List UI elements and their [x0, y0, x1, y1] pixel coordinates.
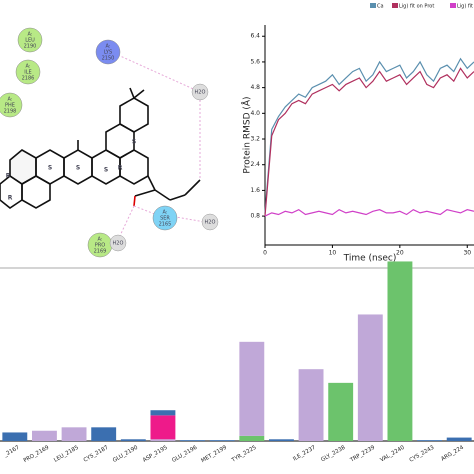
- y-tick-label: 3.2: [250, 136, 260, 143]
- residue-label: 2150: [102, 56, 115, 62]
- stereo-label: S: [104, 167, 108, 174]
- x-tick-label: ILE_2237: [292, 445, 317, 463]
- stereo-label: R: [8, 195, 13, 202]
- stereo-label: S: [48, 165, 52, 172]
- bar-segment: [2, 432, 28, 441]
- bar-segment: [387, 261, 413, 441]
- bar-segment: [31, 430, 57, 441]
- bar-segment: [209, 440, 235, 441]
- bar-segment: [239, 341, 265, 436]
- residue-label: A:: [105, 44, 110, 50]
- water-node: [109, 234, 127, 252]
- residue-label: 2190: [24, 44, 37, 50]
- x-tick-label: 10: [329, 250, 337, 257]
- x-tick-label: CYS_2187: [83, 445, 110, 464]
- bar-segment: [61, 427, 87, 441]
- series-line: [264, 57, 474, 213]
- residue-label: A:: [27, 32, 32, 38]
- residue-label: 2169: [94, 249, 107, 255]
- legend-label: Lig) fit on Prot: [399, 4, 434, 10]
- residue-node: [17, 27, 43, 53]
- bar-segment: [328, 382, 354, 441]
- series-line: [264, 67, 474, 217]
- legend-swatch: [392, 3, 398, 8]
- stereo-label: S: [76, 165, 80, 172]
- x-tick-label: LEU_2185: [53, 445, 80, 464]
- legend-swatch: [370, 3, 376, 8]
- bar-segment: [120, 439, 146, 441]
- x-tick-label: TYR_2225: [230, 445, 258, 465]
- residue-label: ILE: [24, 70, 31, 76]
- water-label: H2O: [195, 90, 206, 96]
- bar-segment: [357, 314, 383, 441]
- residue-label: 2186: [22, 76, 35, 82]
- bar-segment: [298, 369, 324, 441]
- stereo-label: S: [132, 139, 136, 146]
- y-tick-label: 0.8: [250, 213, 260, 220]
- x-tick-label: MET_2199: [200, 445, 228, 465]
- bar-segment: [417, 440, 443, 441]
- x-tick-label: TRP_2239: [349, 445, 377, 465]
- y-tick-label: 5.6: [250, 58, 260, 65]
- residue-node: [95, 39, 121, 65]
- residue-label: A:: [162, 210, 167, 216]
- legend-label: Lig) fit: [457, 4, 473, 10]
- x-tick-label: 30: [463, 250, 471, 257]
- water-label: H2O: [113, 241, 124, 247]
- residue-label: A:: [25, 64, 30, 70]
- bar-segment: [180, 440, 206, 441]
- series-line: [264, 208, 474, 217]
- y-axis-label: Protein RMSD (Å): [241, 96, 253, 173]
- residue-node: [15, 59, 41, 85]
- x-axis-label: Time (nsec): [343, 254, 397, 264]
- water-node: [201, 213, 219, 231]
- x-tick-label: _2167: [2, 445, 21, 459]
- x-tick-label: GLU_2196: [171, 445, 199, 464]
- stereo-label: R: [118, 165, 123, 172]
- water-node: [191, 83, 209, 101]
- legend-swatch: [450, 3, 456, 8]
- x-tick-label: ARG_224: [440, 445, 465, 463]
- x-tick-label: 0: [263, 250, 267, 257]
- residue-node: [152, 205, 178, 231]
- y-tick-label: 4.8: [250, 84, 260, 91]
- bar-segment: [239, 435, 265, 441]
- residue-label: PHE: [5, 103, 15, 109]
- x-tick-label: CYS_2243: [409, 445, 436, 464]
- x-tick-label: 20: [396, 250, 404, 257]
- residue-label: LYS: [104, 50, 112, 56]
- x-tick-label: GLY_2238: [320, 445, 347, 464]
- residue-label: 2165: [159, 222, 172, 228]
- residue-label: LEU: [25, 38, 35, 44]
- y-tick-label: 4.0: [250, 110, 260, 117]
- legend-label: Ca: [377, 4, 384, 10]
- residue-label: A:: [7, 97, 12, 103]
- y-tick-label: 1.6: [250, 187, 260, 194]
- y-tick-label: 6.4: [250, 33, 260, 40]
- bar-segment: [150, 439, 176, 441]
- water-label: H2O: [205, 220, 216, 226]
- residue-node: [0, 92, 23, 118]
- residue-label: 2198: [4, 109, 17, 115]
- x-tick-label: ASP_2195: [142, 445, 169, 464]
- bar-segment: [268, 439, 294, 441]
- molecule: [0, 87, 201, 209]
- x-tick-label: PRO_2169: [23, 445, 51, 465]
- plots: 0.8 1.6 2.4 3.2 4.0 4.8 5.6 6.4 0 10 20 30 Time (nse…: [0, 3, 474, 464]
- stereo-label: R: [6, 173, 11, 180]
- bar-segment: [150, 410, 176, 416]
- residue-label: PRO: [95, 243, 105, 249]
- bar-segment: [446, 437, 472, 441]
- residue-label: A:: [97, 237, 102, 243]
- x-tick-label: VAL_2240: [379, 445, 406, 464]
- bar-segment: [91, 427, 117, 441]
- residues: A:LEU2190A:ILE2186A:PHE2198A:LYS2150A:SE…: [0, 27, 219, 258]
- bar-segment: [150, 415, 176, 440]
- residue-label: SER: [160, 216, 170, 222]
- x-tick-label: GLU_2190: [112, 445, 140, 464]
- y-tick-label: 2.4: [250, 161, 260, 168]
